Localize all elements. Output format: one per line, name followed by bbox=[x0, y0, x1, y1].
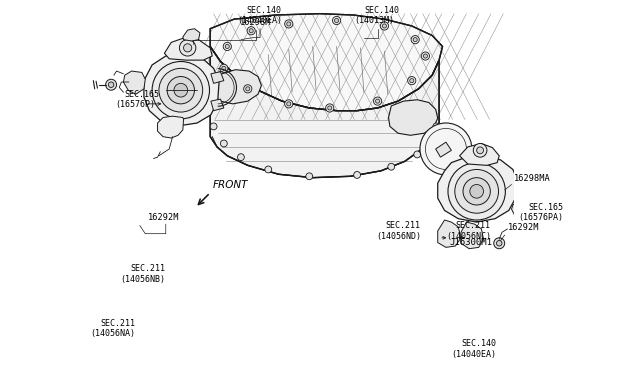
Circle shape bbox=[225, 44, 229, 48]
Text: (14040EA): (14040EA) bbox=[237, 16, 282, 25]
Text: 16292M: 16292M bbox=[508, 223, 539, 232]
Polygon shape bbox=[211, 99, 224, 111]
Circle shape bbox=[463, 178, 490, 205]
Circle shape bbox=[159, 68, 203, 112]
Circle shape bbox=[326, 104, 334, 112]
Polygon shape bbox=[438, 220, 461, 247]
Circle shape bbox=[374, 97, 381, 105]
Circle shape bbox=[108, 82, 114, 87]
Circle shape bbox=[420, 123, 472, 175]
Text: FRONT: FRONT bbox=[213, 180, 248, 190]
Polygon shape bbox=[164, 38, 212, 60]
Circle shape bbox=[246, 87, 250, 91]
Circle shape bbox=[376, 99, 380, 103]
Circle shape bbox=[184, 44, 192, 52]
Circle shape bbox=[287, 22, 291, 26]
Circle shape bbox=[428, 137, 435, 144]
Text: SEC.211: SEC.211 bbox=[130, 264, 165, 273]
Circle shape bbox=[328, 106, 332, 110]
Circle shape bbox=[388, 163, 395, 170]
Circle shape bbox=[448, 163, 506, 220]
Text: SEC.211: SEC.211 bbox=[456, 221, 490, 230]
Text: SEC.165: SEC.165 bbox=[125, 90, 160, 99]
Circle shape bbox=[287, 102, 291, 106]
Text: (14056NC): (14056NC) bbox=[446, 231, 491, 241]
Circle shape bbox=[493, 238, 505, 249]
Text: 16298M: 16298M bbox=[239, 18, 271, 27]
Text: (16576P): (16576P) bbox=[115, 100, 156, 109]
Circle shape bbox=[285, 20, 293, 28]
Polygon shape bbox=[461, 222, 483, 249]
Circle shape bbox=[210, 123, 217, 130]
Circle shape bbox=[477, 147, 483, 154]
Text: (14013M): (14013M) bbox=[355, 16, 394, 25]
Text: (14056NB): (14056NB) bbox=[121, 275, 166, 283]
Text: SEC.165: SEC.165 bbox=[528, 203, 563, 212]
Circle shape bbox=[106, 79, 116, 90]
Circle shape bbox=[237, 154, 244, 161]
Circle shape bbox=[249, 29, 253, 33]
Circle shape bbox=[410, 78, 414, 83]
Circle shape bbox=[414, 151, 420, 158]
Polygon shape bbox=[210, 46, 439, 178]
Circle shape bbox=[408, 77, 416, 85]
Circle shape bbox=[455, 170, 499, 213]
Text: (16576PA): (16576PA) bbox=[518, 213, 563, 222]
Circle shape bbox=[333, 16, 340, 25]
Circle shape bbox=[473, 144, 487, 157]
Circle shape bbox=[167, 77, 195, 104]
Text: J16300M1: J16300M1 bbox=[449, 238, 492, 247]
Polygon shape bbox=[511, 199, 529, 216]
Text: 16292M: 16292M bbox=[148, 213, 179, 222]
Polygon shape bbox=[144, 53, 219, 126]
Text: (14056NA): (14056NA) bbox=[91, 329, 136, 338]
Circle shape bbox=[223, 42, 232, 51]
Text: 16298MA: 16298MA bbox=[515, 174, 551, 183]
Text: SEC.140: SEC.140 bbox=[364, 6, 399, 15]
Polygon shape bbox=[438, 156, 518, 222]
Circle shape bbox=[152, 61, 209, 119]
Polygon shape bbox=[124, 71, 145, 94]
Polygon shape bbox=[460, 144, 499, 166]
Polygon shape bbox=[436, 142, 451, 157]
Text: SEC.140: SEC.140 bbox=[461, 340, 496, 349]
Circle shape bbox=[174, 83, 188, 97]
Circle shape bbox=[411, 36, 419, 44]
Circle shape bbox=[247, 27, 255, 35]
Polygon shape bbox=[388, 100, 438, 135]
Circle shape bbox=[220, 64, 228, 73]
Circle shape bbox=[335, 19, 339, 23]
Circle shape bbox=[285, 100, 293, 108]
Text: SEC.211: SEC.211 bbox=[386, 221, 420, 230]
Text: (14040EA): (14040EA) bbox=[451, 350, 497, 359]
Polygon shape bbox=[210, 70, 261, 104]
Circle shape bbox=[497, 241, 502, 246]
Circle shape bbox=[265, 166, 272, 173]
Circle shape bbox=[413, 38, 417, 42]
Circle shape bbox=[424, 54, 428, 58]
Circle shape bbox=[470, 185, 483, 198]
Polygon shape bbox=[157, 116, 184, 138]
Text: SEC.140: SEC.140 bbox=[246, 6, 282, 15]
Circle shape bbox=[421, 52, 429, 60]
Circle shape bbox=[380, 22, 388, 30]
Circle shape bbox=[179, 40, 196, 56]
Circle shape bbox=[306, 173, 313, 180]
Circle shape bbox=[354, 171, 360, 178]
Polygon shape bbox=[210, 14, 442, 111]
Circle shape bbox=[433, 123, 440, 130]
Polygon shape bbox=[211, 72, 224, 83]
Circle shape bbox=[382, 24, 387, 28]
Text: SEC.211: SEC.211 bbox=[101, 319, 136, 328]
Polygon shape bbox=[183, 29, 200, 41]
Circle shape bbox=[244, 85, 252, 93]
Text: (14056ND): (14056ND) bbox=[376, 231, 421, 241]
Circle shape bbox=[220, 140, 227, 147]
Circle shape bbox=[222, 66, 226, 70]
